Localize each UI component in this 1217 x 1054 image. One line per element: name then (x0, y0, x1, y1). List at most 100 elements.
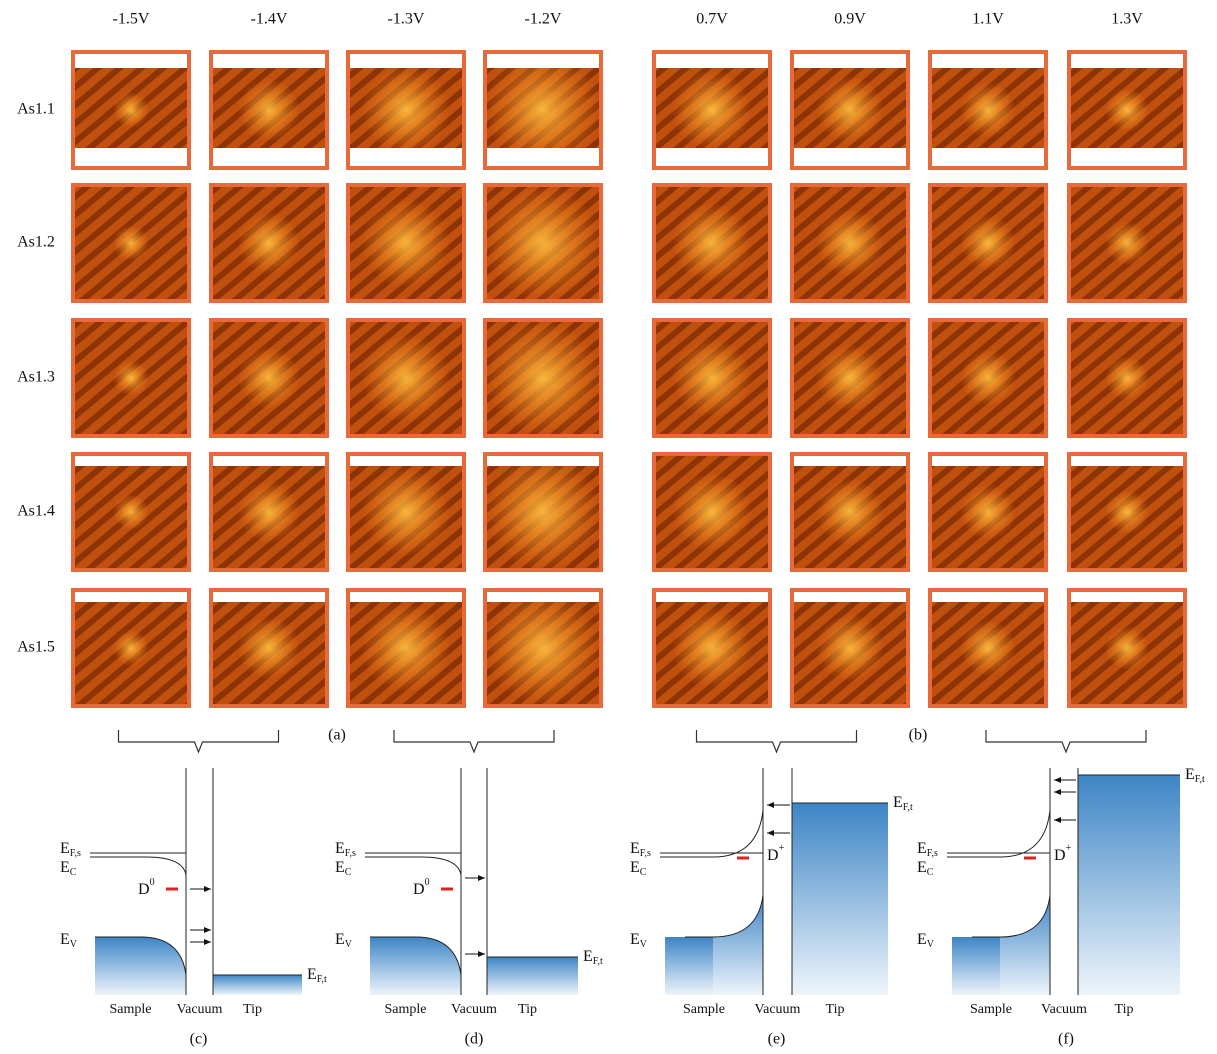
ef-t-label-main: E (1185, 766, 1195, 783)
stm-glow (816, 344, 884, 412)
defect-label: D0 (138, 877, 155, 897)
sample-label: Sample (683, 1002, 725, 1017)
ef-s-label-main: E (60, 840, 70, 857)
ef-s-label: EF,s (60, 840, 81, 860)
tip-band (487, 957, 578, 995)
white-band (350, 592, 462, 602)
ec-label-main: E (335, 859, 345, 876)
ev-label-sub: V (640, 939, 648, 950)
row-label: As1.3 (17, 369, 55, 386)
stm-glow (672, 608, 752, 688)
ev-label-main: E (917, 931, 927, 948)
stm-glow (960, 350, 1016, 406)
ev-label-main: E (60, 931, 70, 948)
stm-glow (816, 209, 884, 277)
ef-t-label-sub: F,t (903, 802, 913, 813)
ec-label: EC (60, 859, 77, 879)
ev-label-sub: V (345, 939, 353, 950)
ec-label-sub: C (640, 867, 647, 878)
stm-glow (113, 494, 149, 530)
column-label: 1.1V (972, 11, 1004, 28)
white-band (656, 592, 768, 602)
white-band (794, 456, 906, 466)
ef-t-label: EF,t (893, 794, 913, 814)
tip-label: Tip (518, 1002, 537, 1017)
white-band (932, 54, 1044, 68)
column-label: 1.3V (1111, 11, 1143, 28)
stm-glow (1105, 88, 1149, 132)
stm-glow (361, 333, 451, 423)
white-band (1071, 592, 1183, 602)
tip-label: Tip (1115, 1002, 1134, 1017)
tip-band (1078, 775, 1180, 995)
valence-band (370, 937, 461, 995)
stm-glow (113, 92, 149, 128)
tip-band (792, 803, 888, 995)
defect-label-sup: + (779, 843, 785, 854)
white-band (213, 54, 325, 68)
ev-label-main: E (630, 931, 640, 948)
white-band (213, 456, 325, 466)
ec-label-sub: C (345, 867, 352, 878)
white-band (350, 148, 462, 166)
panel-label: (b) (909, 727, 928, 744)
panel-label: (c) (190, 1031, 208, 1048)
stm-image (790, 452, 910, 572)
ev-label-sub: V (927, 939, 935, 950)
stm-glow (816, 478, 884, 546)
stm-glow (672, 203, 752, 283)
ev-label-main: E (335, 931, 345, 948)
stm-glow (361, 198, 451, 288)
column-label: -1.2V (525, 11, 562, 28)
white-band (487, 456, 599, 466)
white-band (213, 148, 325, 166)
valence-edge (972, 894, 1051, 938)
defect-label-sup: 0 (425, 877, 430, 888)
stm-glow (361, 603, 451, 693)
white-band (487, 592, 599, 602)
white-band (213, 592, 325, 602)
defect-label-main: D (413, 881, 425, 898)
defect-label: D+ (767, 843, 785, 863)
column-label: -1.3V (388, 11, 425, 28)
stm-glow (485, 590, 601, 706)
stm-glow (1105, 490, 1149, 534)
stm-glow (816, 614, 884, 682)
valence-band (95, 937, 186, 995)
defect-label-main: D (138, 881, 150, 898)
white-band (350, 456, 462, 466)
ec-label: EC (630, 859, 647, 879)
panel-label: (e) (768, 1031, 786, 1048)
stm-glow (113, 225, 149, 261)
defect-label-sup: 0 (150, 877, 155, 888)
stm-glow (1105, 221, 1149, 265)
stm-glow (816, 76, 884, 144)
ef-t-label-main: E (893, 794, 903, 811)
stm-glow (237, 78, 301, 142)
white-band (75, 54, 187, 68)
stm-glow (672, 338, 752, 418)
ef-t-label: EF,t (583, 948, 603, 968)
ev-label: EV (335, 931, 353, 951)
ef-t-label-sub: F,t (1195, 774, 1205, 785)
ef-t-label: EF,t (307, 966, 327, 986)
white-band (794, 54, 906, 68)
defect-label-main: D (1054, 847, 1066, 864)
ef-s-label: EF,s (335, 840, 356, 860)
panel-label: (d) (465, 1031, 484, 1048)
defect-label-sup: + (1066, 843, 1072, 854)
ec-label-main: E (630, 859, 640, 876)
tip-label: Tip (826, 1002, 845, 1017)
white-band (75, 148, 187, 166)
ec-label-sub: C (927, 867, 934, 878)
valence-edge (370, 936, 462, 976)
stm-glow (361, 65, 451, 155)
ef-s-label-main: E (630, 840, 640, 857)
white-band (75, 456, 187, 466)
conduction-edge (660, 809, 764, 858)
ec-label-sub: C (70, 867, 77, 878)
ev-label: EV (60, 931, 78, 951)
stm-glow (237, 346, 301, 410)
band-bend-cut (141, 936, 186, 975)
